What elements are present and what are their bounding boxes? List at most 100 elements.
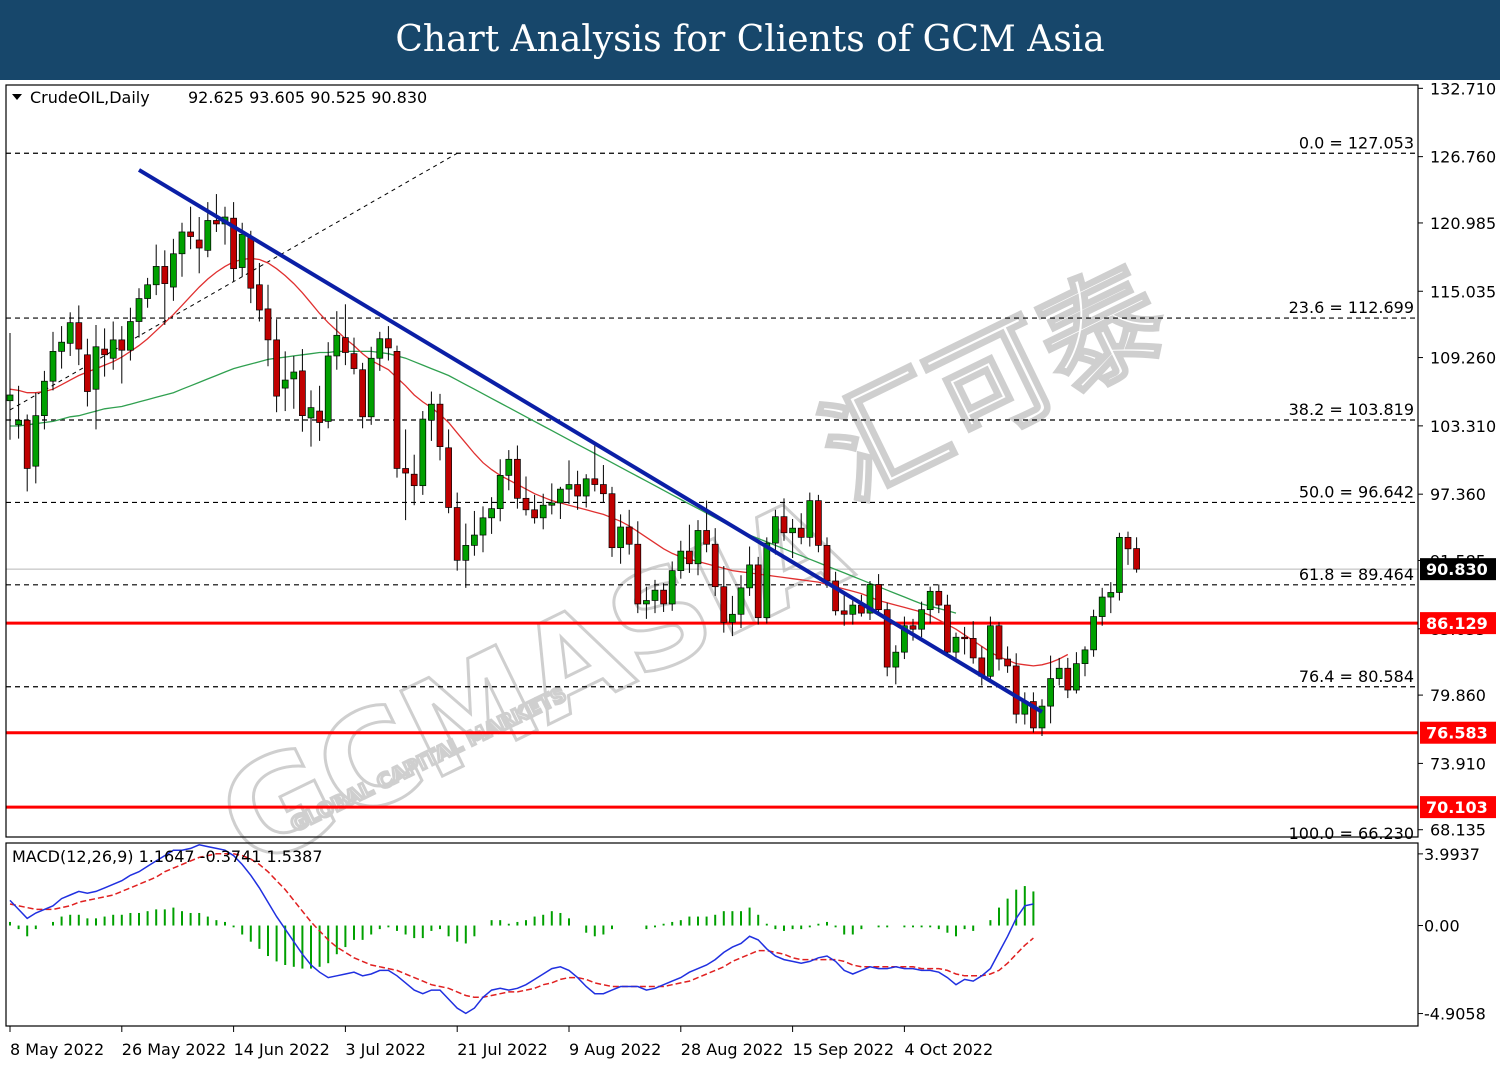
x-tick-label: 9 Aug 2022 (569, 1040, 661, 1059)
candle (582, 474, 590, 508)
candle-body (144, 284, 151, 299)
macd-y-tick-label: 0.00 (1424, 917, 1460, 936)
candle (187, 206, 194, 250)
candle-body (797, 527, 805, 538)
candle (574, 470, 581, 510)
candle (385, 326, 392, 361)
candle-body (763, 542, 771, 619)
candle (737, 575, 745, 629)
candle (729, 595, 736, 637)
candle (625, 509, 633, 555)
candle-body (522, 497, 530, 511)
candle (763, 537, 771, 624)
candle-body (247, 237, 255, 289)
candle (634, 521, 642, 614)
candle-body (1073, 663, 1080, 691)
candle-body (686, 550, 693, 565)
candle (694, 520, 702, 576)
candle-body (410, 473, 418, 487)
candle-body (668, 570, 676, 605)
candle-body (479, 517, 487, 536)
candle (531, 494, 538, 524)
candle-body (823, 545, 831, 582)
candle-body (41, 380, 48, 417)
candle-body (367, 357, 375, 418)
candle (58, 326, 65, 369)
y-tick-label: 73.910 (1430, 754, 1486, 773)
candle (720, 566, 728, 633)
candle-body (488, 508, 495, 519)
y-tick-label: 132.710 (1430, 80, 1496, 98)
candle-body (961, 636, 968, 640)
sma-fast-line (9, 257, 1069, 667)
candle (428, 391, 435, 441)
candle-body (462, 545, 470, 561)
candle-body (118, 339, 126, 351)
candle (1038, 699, 1046, 736)
candle (84, 338, 91, 407)
candle-body (299, 370, 306, 417)
y-tick-label: 109.260 (1430, 349, 1496, 368)
candle (668, 561, 676, 611)
candle-body (505, 458, 513, 476)
candle (1090, 609, 1097, 657)
candle (316, 385, 323, 441)
candle (944, 594, 951, 657)
support-price-tag: 76.583 (1426, 724, 1488, 743)
candle-body (402, 468, 409, 474)
candle-body (1107, 592, 1115, 598)
candle-body (49, 351, 57, 382)
candle (840, 592, 848, 626)
candle-body (238, 233, 246, 268)
candle-body (307, 407, 315, 419)
candle-body (944, 604, 951, 653)
header-title: Chart Analysis for Clients of GCM Asia (395, 19, 1105, 60)
candle-body (840, 610, 848, 615)
candle (1133, 537, 1140, 573)
candle (1073, 652, 1080, 694)
candle (754, 556, 762, 625)
candle-body (1090, 616, 1097, 651)
candle (935, 584, 943, 614)
candle-body (806, 500, 814, 538)
candle-body (660, 589, 667, 605)
support-price-tag: 70.103 (1426, 798, 1488, 817)
candle-body (127, 321, 134, 351)
candle (608, 486, 616, 557)
macd-panel-frame (5, 842, 1419, 1027)
candle-body (419, 418, 427, 487)
y-tick-label: 126.760 (1430, 148, 1496, 167)
candle (797, 513, 805, 545)
candle (892, 645, 900, 685)
candle (178, 222, 186, 277)
candle (333, 311, 341, 370)
candle (342, 304, 349, 366)
macd-line (9, 844, 1034, 1015)
candle (118, 326, 126, 384)
candle-body (359, 369, 366, 418)
candle (1064, 657, 1072, 699)
candle (505, 450, 513, 491)
candle-body (213, 220, 220, 225)
symbol-label: CrudeOIL,Daily (30, 88, 150, 107)
candle-body (342, 337, 349, 353)
candle-body (23, 419, 31, 469)
macd-y-tick-label: -4.9058 (1424, 1005, 1486, 1024)
candle-body (600, 484, 607, 495)
current-price-tag-box (1420, 558, 1496, 581)
price-panel-frame (5, 84, 1419, 838)
candle-body (1047, 678, 1054, 707)
candle (952, 632, 960, 661)
candle (651, 579, 659, 614)
candle (1030, 692, 1037, 733)
candle-body (376, 338, 384, 359)
header-banner: Chart Analysis for Clients of GCM Asia (0, 0, 1500, 80)
candle-body (230, 217, 237, 270)
candle-body (815, 500, 822, 546)
candle (1081, 646, 1089, 677)
candle-body (694, 530, 702, 565)
candle-body (677, 550, 685, 571)
candle (815, 494, 822, 553)
x-tick-label: 15 Sep 2022 (793, 1040, 894, 1059)
candle (170, 238, 177, 301)
